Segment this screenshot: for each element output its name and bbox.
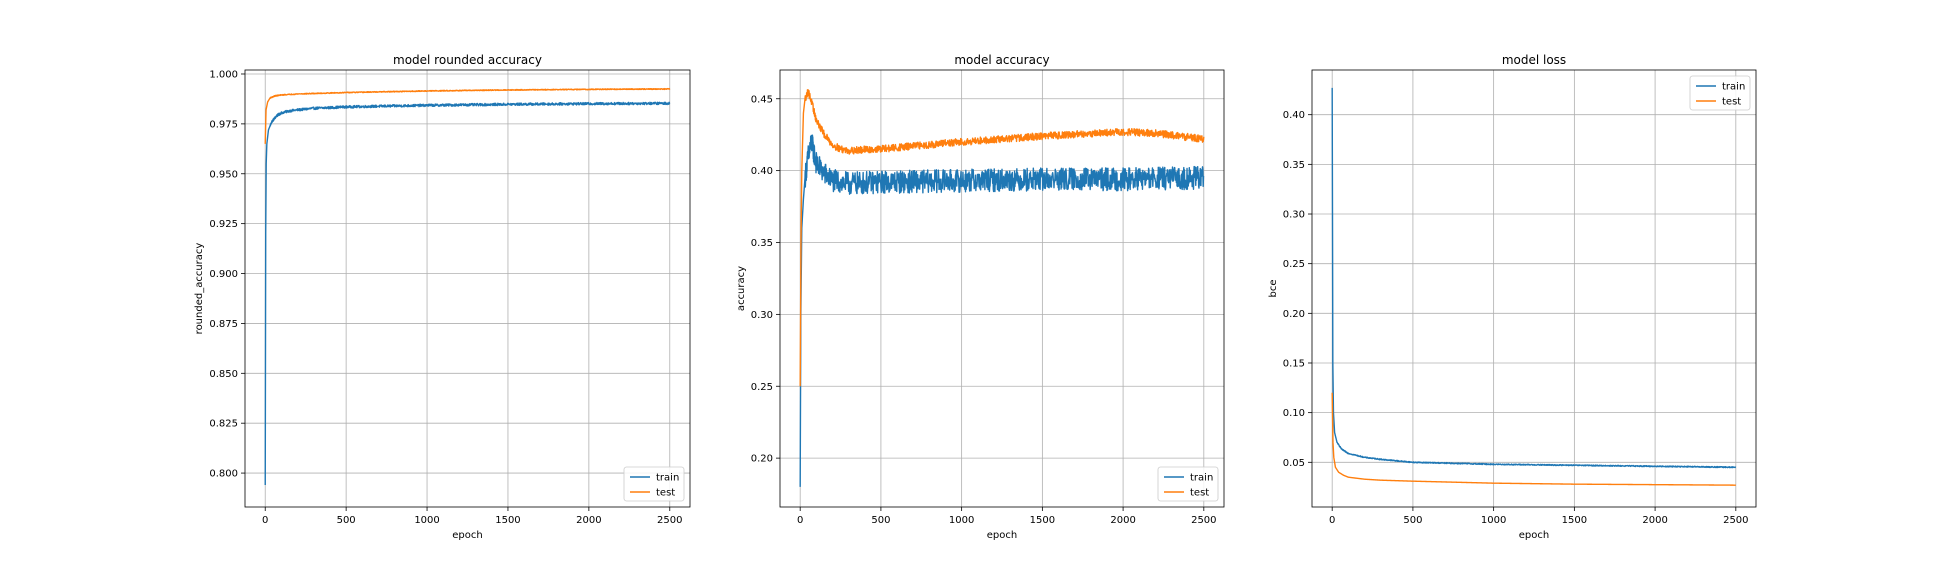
- series-lines: [264, 87, 671, 486]
- y-tick-label: 0.800: [209, 469, 238, 480]
- x-axis-ticks: 0 500 1000 1500 2000 2500: [262, 507, 682, 526]
- y-tick-label: 0.825: [209, 419, 238, 430]
- y-tick-label: 0.925: [209, 219, 238, 230]
- legend-label-test: test: [1190, 488, 1209, 499]
- y-axis-label: bce: [1268, 280, 1279, 298]
- x-tick-label: 2500: [657, 515, 682, 526]
- axes-frame: [244, 69, 691, 508]
- y-tick-label: 0.20: [751, 454, 773, 465]
- y-tick-label: 0.05: [1283, 458, 1305, 469]
- x-axis-ticks: 0 500 1000 1500 2000 2500: [797, 507, 1217, 526]
- x-tick-label: 2000: [576, 515, 601, 526]
- y-tick-label: 0.950: [209, 169, 238, 180]
- y-tick-label: 0.975: [209, 119, 238, 130]
- panel-accuracy: 0 500 1000 1500 2000 2500 0.20 0.25 0.30 0.35 0.4…: [736, 53, 1225, 541]
- axes-frame: [1311, 69, 1757, 508]
- series-lines: [799, 89, 1205, 487]
- legend: train test: [623, 466, 685, 502]
- axes-frame: [779, 69, 1225, 508]
- series-line-train: [1331, 87, 1737, 469]
- y-tick-label: 0.10: [1283, 408, 1305, 419]
- y-tick-label: 0.30: [751, 310, 773, 321]
- x-tick-label: 500: [871, 515, 890, 526]
- y-tick-label: 0.15: [1283, 358, 1305, 369]
- legend-label-test: test: [656, 488, 675, 499]
- y-tick-label: 0.30: [1283, 210, 1305, 221]
- legend-label-train: train: [1190, 473, 1213, 484]
- plot-area: [1312, 70, 1756, 507]
- x-tick-label: 1000: [414, 515, 439, 526]
- x-axis-ticks: 0 500 1000 1500 2000 2500: [1329, 507, 1749, 526]
- series-line-train: [799, 134, 1205, 487]
- panel-rounded-accuracy: 0 500 1000 1500 2000 2500 0.800 0.825 0.850 0.87…: [194, 53, 691, 541]
- x-tick-label: 1500: [495, 515, 520, 526]
- grid: [1312, 70, 1756, 507]
- plot-area: [245, 70, 690, 507]
- y-tick-label: 0.40: [751, 166, 773, 177]
- x-tick-label: 1500: [1562, 515, 1587, 526]
- y-tick-label: 0.45: [751, 94, 773, 105]
- x-tick-label: 2000: [1642, 515, 1667, 526]
- y-tick-label: 0.850: [209, 369, 238, 380]
- x-tick-label: 1000: [949, 515, 974, 526]
- y-axis-ticks: 0.20 0.25 0.30 0.35 0.40 0.45: [751, 94, 780, 465]
- x-tick-label: 0: [262, 515, 268, 526]
- y-tick-label: 1.000: [209, 69, 238, 80]
- legend-label-test: test: [1722, 97, 1741, 108]
- y-tick-label: 0.40: [1283, 110, 1305, 121]
- x-tick-label: 1000: [1481, 515, 1506, 526]
- series-lines: [1331, 87, 1737, 486]
- y-tick-label: 0.20: [1283, 309, 1305, 320]
- y-tick-label: 0.35: [1283, 160, 1305, 171]
- x-axis-label: epoch: [452, 530, 482, 541]
- y-tick-label: 0.35: [751, 238, 773, 249]
- legend-label-train: train: [656, 473, 679, 484]
- grid: [245, 70, 690, 507]
- x-tick-label: 0: [1329, 515, 1335, 526]
- legend-label-train: train: [1722, 82, 1745, 93]
- y-tick-label: 0.900: [209, 269, 238, 280]
- y-axis-label: accuracy: [736, 266, 747, 311]
- x-tick-label: 2500: [1723, 515, 1748, 526]
- series-line-test: [1331, 392, 1737, 486]
- legend: train test: [1157, 466, 1219, 502]
- series-line-test: [799, 89, 1205, 387]
- panel-loss: 0 500 1000 1500 2000 2500 0.05 0.10 0.15 0.20 0.2…: [1268, 53, 1757, 541]
- y-axis-label: rounded_accuracy: [194, 243, 205, 335]
- x-tick-label: 2500: [1191, 515, 1216, 526]
- series-line-train: [264, 101, 671, 486]
- chart-title: model rounded accuracy: [393, 53, 542, 67]
- y-tick-label: 0.875: [209, 319, 238, 330]
- x-tick-label: 2000: [1110, 515, 1135, 526]
- y-axis-ticks: 0.05 0.10 0.15 0.20 0.25 0.30 0.35 0.40: [1283, 110, 1312, 469]
- y-axis-ticks: 0.800 0.825 0.850 0.875 0.900 0.925 0.950 0.975…: [209, 69, 245, 480]
- legend: train test: [1689, 75, 1751, 111]
- series-line-test: [264, 87, 671, 144]
- y-tick-label: 0.25: [1283, 259, 1305, 270]
- x-tick-label: 500: [1403, 515, 1422, 526]
- chart-title: model accuracy: [954, 53, 1049, 67]
- chart-title: model loss: [1502, 53, 1566, 67]
- x-tick-label: 0: [797, 515, 803, 526]
- plot-area: [780, 70, 1224, 507]
- y-tick-label: 0.25: [751, 382, 773, 393]
- x-axis-label: epoch: [987, 530, 1017, 541]
- x-tick-label: 1500: [1030, 515, 1055, 526]
- x-tick-label: 500: [337, 515, 356, 526]
- x-axis-label: epoch: [1519, 530, 1549, 541]
